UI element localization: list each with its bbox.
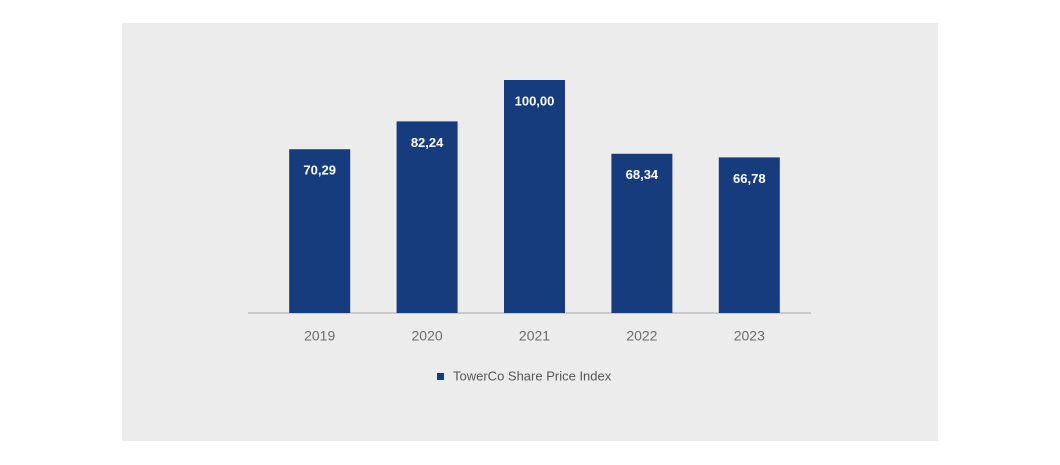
bar xyxy=(611,153,673,313)
x-tick-label: 2020 xyxy=(412,328,443,344)
value-label: 100,00 xyxy=(515,93,555,108)
x-tick-label: 2019 xyxy=(304,328,335,344)
x-tick-label: 2022 xyxy=(626,328,657,344)
bar xyxy=(396,121,458,313)
bar xyxy=(504,80,565,313)
bar xyxy=(289,149,351,313)
value-label: 68,34 xyxy=(626,167,659,182)
value-label: 66,78 xyxy=(733,171,766,186)
x-tick-label: 2021 xyxy=(519,328,550,344)
x-tick-label: 2023 xyxy=(734,328,765,344)
legend-swatch xyxy=(437,373,444,380)
legend-label: TowerCo Share Price Index xyxy=(453,368,612,383)
value-label: 82,24 xyxy=(411,135,444,150)
bar xyxy=(718,157,780,313)
value-label: 70,29 xyxy=(303,163,336,178)
